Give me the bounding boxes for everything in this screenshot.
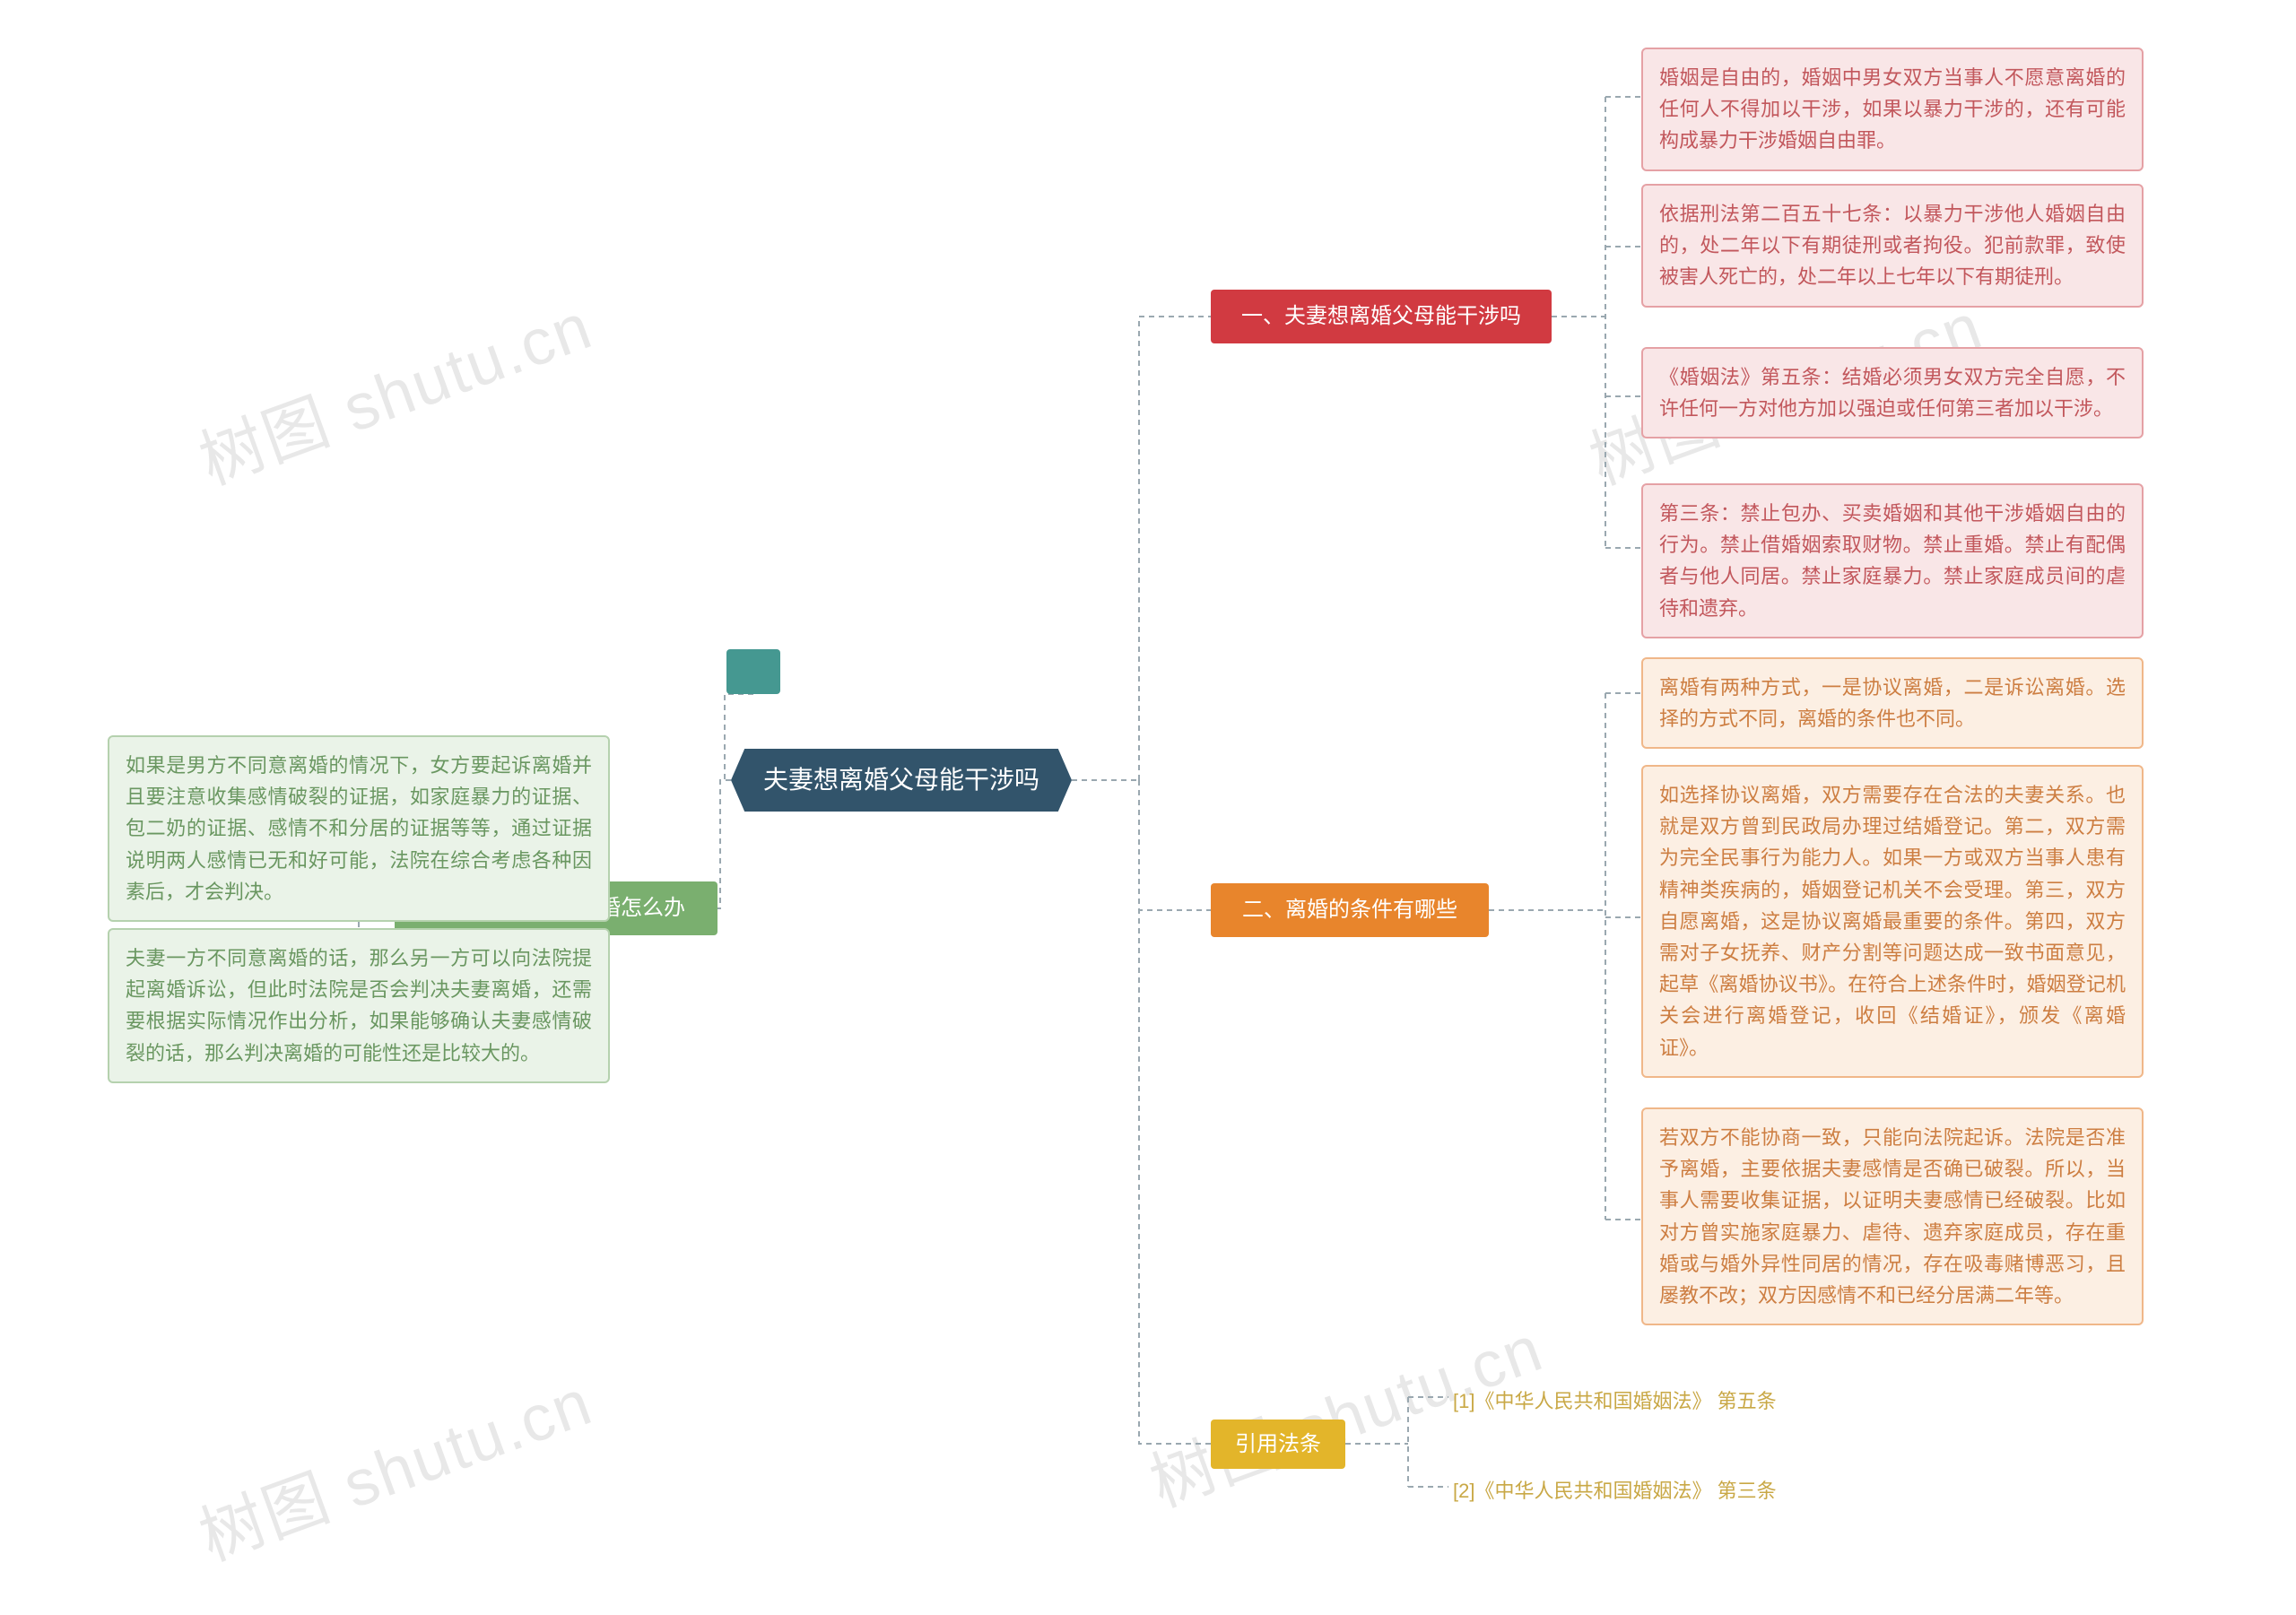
branch-3-label: 引用法条	[1235, 1428, 1321, 1461]
branch-3-ref-0: [1]《中华人民共和国婚姻法》 第五条	[1453, 1385, 1777, 1414]
root-label: 夫妻想离婚父母能干涉吗	[763, 761, 1039, 799]
branch-1-leaf-1: 依据刑法第二百五十七条：以暴力干涉他人婚姻自由的，处二年以下有期徒刑或者拘役。犯…	[1641, 184, 2144, 308]
branch-2-leaf-2: 若双方不能协商一致，只能向法院起诉。法院是否准予离婚，主要依据夫妻感情是否确已破…	[1641, 1107, 2144, 1325]
branch-1-leaf-2: 《婚姻法》第五条：结婚必须男女双方完全自愿，不许任何一方对他方加以强迫或任何第三…	[1641, 347, 2144, 438]
branch-1-label: 一、夫妻想离婚父母能干涉吗	[1241, 300, 1521, 333]
branch-1-leaf-3: 第三条：禁止包办、买卖婚姻和其他干涉婚姻自由的行为。禁止借婚姻索取财物。禁止重婚…	[1641, 483, 2144, 638]
branch-4-leaf-0: 如果是男方不同意离婚的情况下，女方要起诉离婚并且要注意收集感情破裂的证据，如家庭…	[108, 735, 610, 922]
watermark: 树图 shutu.cn	[185, 1350, 603, 1578]
branch-3-ref-1: [2]《中华人民共和国婚姻法》 第三条	[1453, 1475, 1777, 1504]
branch-2-leaf-0: 离婚有两种方式，一是协议离婚，二是诉讼离婚。选择的方式不同，离婚的条件也不同。	[1641, 657, 2144, 749]
mindmap-canvas: 树图 shutu.cn 树图 shutu.cn 树图 shutu.cn 树图 s…	[0, 0, 2296, 1615]
branch-4-leaf-1: 夫妻一方不同意离婚的话，那么另一方可以向法院提起离婚诉讼，但此时法院是否会判决夫…	[108, 928, 610, 1083]
watermark: 树图 shutu.cn	[185, 274, 603, 502]
branch-3: 引用法条	[1211, 1420, 1345, 1469]
branch-1-leaf-0: 婚姻是自由的，婚姻中男女双方当事人不愿意离婚的任何人不得加以干涉，如果以暴力干涉…	[1641, 48, 2144, 171]
branch-2-leaf-1: 如选择协议离婚，双方需要存在合法的夫妻关系。也就是双方曾到民政局办理过结婚登记。…	[1641, 765, 2144, 1078]
root-node: 夫妻想离婚父母能干涉吗	[731, 749, 1072, 812]
orphan-node	[726, 649, 780, 694]
branch-2: 二、离婚的条件有哪些	[1211, 883, 1489, 937]
branch-2-label: 二、离婚的条件有哪些	[1242, 894, 1457, 926]
branch-1: 一、夫妻想离婚父母能干涉吗	[1211, 290, 1552, 343]
